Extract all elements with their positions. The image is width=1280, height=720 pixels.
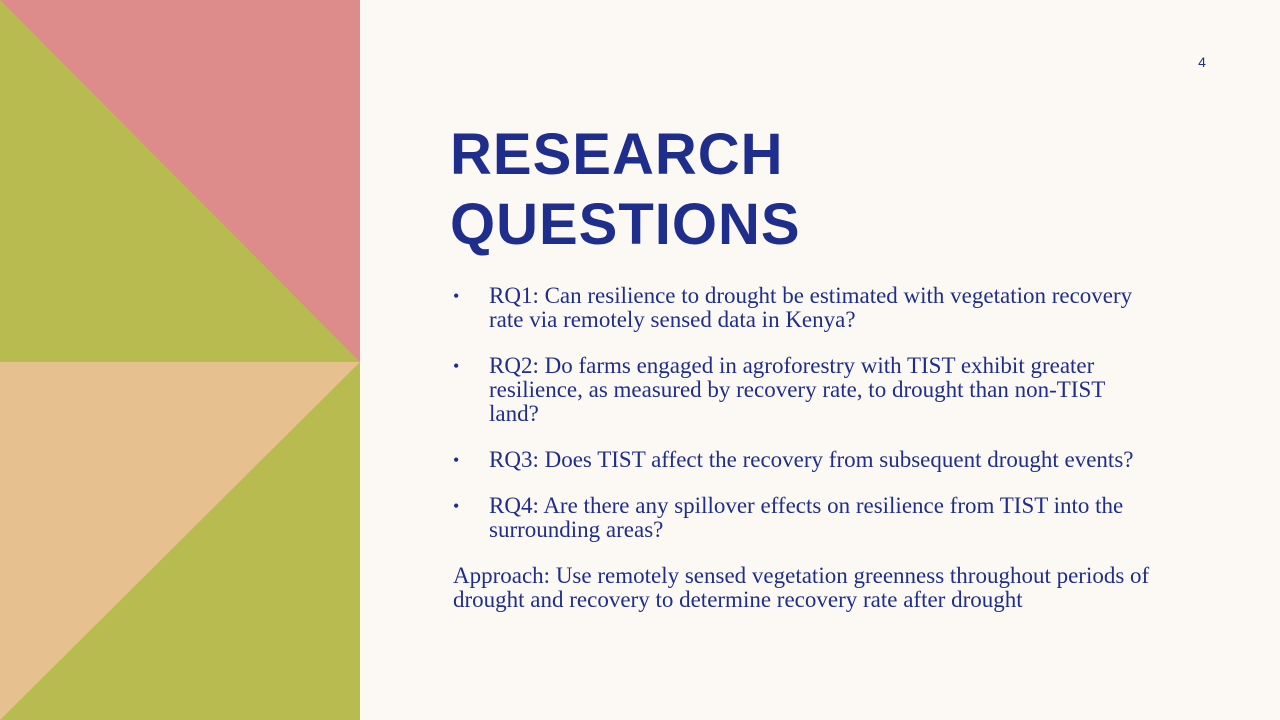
question-text: RQ1: Can resilience to drought be estima… [489,283,1133,332]
title-line-1: RESEARCH [450,122,784,187]
research-questions-list: • RQ1: Can resilience to drought be esti… [453,284,1153,542]
bullet-icon: • [453,496,460,516]
list-item: • RQ4: Are there any spillover effects o… [453,494,1153,542]
approach-text: Approach: Use remotely sensed vegetation… [453,563,1150,612]
decorative-triangles [0,0,360,720]
question-text: RQ4: Are there any spillover effects on … [489,493,1124,542]
question-text: RQ3: Does TIST affect the recovery from … [489,447,1134,472]
list-item: • RQ2: Do farms engaged in agroforestry … [453,354,1153,426]
slide-title: RESEARCH QUESTIONS [450,120,1210,260]
list-item: • RQ3: Does TIST affect the recovery fro… [453,448,1153,472]
list-item: • RQ1: Can resilience to drought be esti… [453,284,1153,332]
bullet-icon: • [453,356,460,376]
pink-triangle [0,0,360,362]
question-text: RQ2: Do farms engaged in agroforestry wi… [489,353,1105,426]
slide-number: 4 [1198,54,1206,70]
bullet-icon: • [453,450,460,470]
title-line-2: QUESTIONS [450,192,801,257]
bullet-icon: • [453,286,460,306]
peach-triangle [0,362,360,720]
slide-body: • RQ1: Can resilience to drought be esti… [453,284,1153,612]
